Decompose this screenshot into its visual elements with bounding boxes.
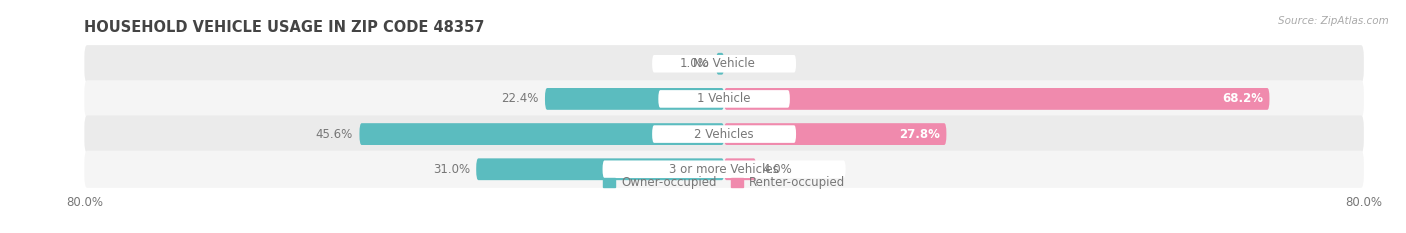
Text: 45.6%: 45.6%	[316, 128, 353, 140]
FancyBboxPatch shape	[652, 125, 796, 143]
FancyBboxPatch shape	[84, 151, 1364, 188]
Text: 1.0%: 1.0%	[681, 57, 710, 70]
Legend: Owner-occupied, Renter-occupied: Owner-occupied, Renter-occupied	[599, 171, 849, 194]
Text: Source: ZipAtlas.com: Source: ZipAtlas.com	[1278, 16, 1389, 26]
FancyBboxPatch shape	[724, 88, 1270, 110]
Text: 2 Vehicles: 2 Vehicles	[695, 128, 754, 140]
Text: 27.8%: 27.8%	[898, 128, 941, 140]
FancyBboxPatch shape	[477, 158, 724, 180]
Text: 4.0%: 4.0%	[762, 163, 792, 176]
FancyBboxPatch shape	[84, 80, 1364, 118]
FancyBboxPatch shape	[360, 123, 724, 145]
FancyBboxPatch shape	[84, 115, 1364, 153]
Text: 68.2%: 68.2%	[1222, 93, 1263, 105]
FancyBboxPatch shape	[603, 161, 845, 178]
FancyBboxPatch shape	[716, 53, 724, 75]
Text: 3 or more Vehicles: 3 or more Vehicles	[669, 163, 779, 176]
Text: 1 Vehicle: 1 Vehicle	[697, 93, 751, 105]
FancyBboxPatch shape	[652, 55, 796, 72]
Text: 31.0%: 31.0%	[433, 163, 470, 176]
Text: 22.4%: 22.4%	[501, 93, 538, 105]
FancyBboxPatch shape	[724, 158, 756, 180]
FancyBboxPatch shape	[546, 88, 724, 110]
Text: No Vehicle: No Vehicle	[693, 57, 755, 70]
Text: HOUSEHOLD VEHICLE USAGE IN ZIP CODE 48357: HOUSEHOLD VEHICLE USAGE IN ZIP CODE 4835…	[84, 20, 485, 35]
FancyBboxPatch shape	[658, 90, 790, 108]
FancyBboxPatch shape	[724, 123, 946, 145]
FancyBboxPatch shape	[84, 45, 1364, 82]
